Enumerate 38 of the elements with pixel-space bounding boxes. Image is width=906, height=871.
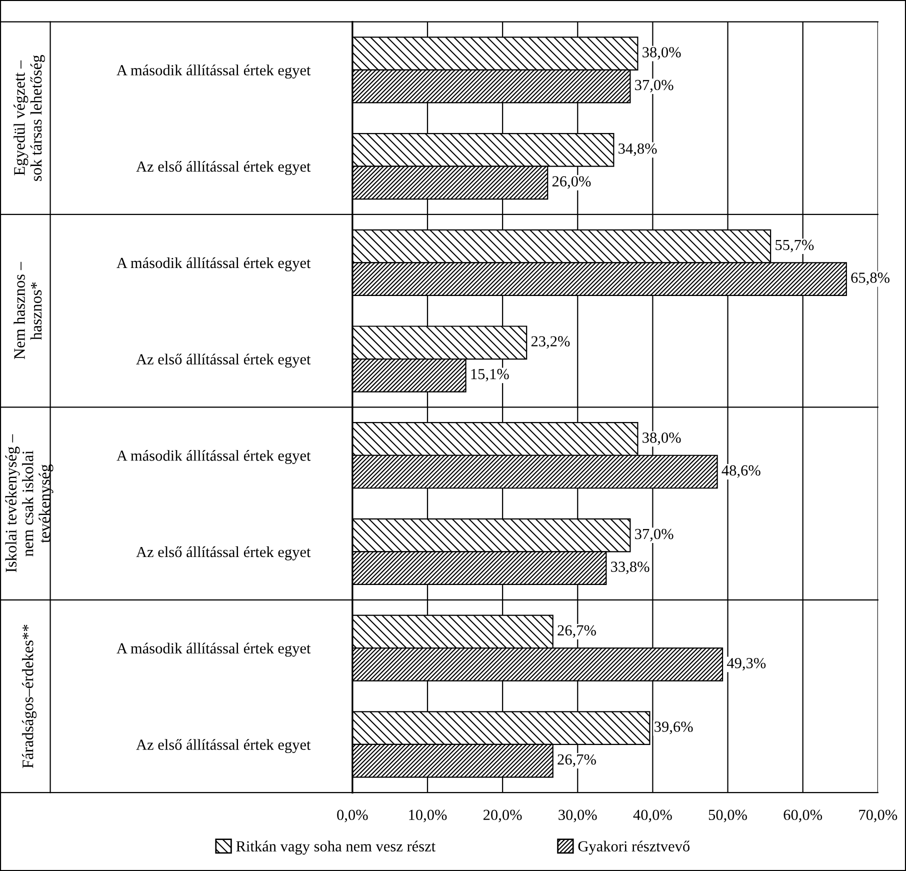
y-tick-label: Az első állítással értek egyet: [136, 739, 311, 754]
y-tick-label: A második állítással értek egyet: [116, 450, 311, 464]
data-label: 37,0%: [635, 80, 674, 92]
data-label: 23,2%: [531, 336, 570, 349]
x-tick-label: 30,0%: [558, 810, 597, 822]
data-label: 49,3%: [726, 658, 766, 670]
data-label: 38,0%: [642, 47, 681, 60]
data-label: 34,8%: [618, 143, 657, 156]
data-label: 55,7%: [776, 240, 814, 252]
y-tick-label: A második állítással értek egyet: [116, 257, 311, 272]
data-label: 26,7%: [558, 625, 596, 638]
data-label: 37,0%: [635, 528, 674, 542]
x-tick-label: 50,0%: [708, 810, 747, 822]
data-label: 39,6%: [654, 722, 693, 734]
data-label: 15,1%: [471, 368, 509, 382]
text: Fáradságos–érdekes**: [22, 624, 37, 768]
data-label: 38,0%: [642, 432, 681, 446]
x-tick-label: 70,0%: [859, 810, 898, 822]
y-tick-label: Az első állítással értek egyet: [136, 354, 311, 368]
x-tick-label: 0,0%: [337, 810, 368, 822]
text: Nem hasznos – hasznos*: [14, 262, 42, 360]
x-tick-label: 60,0%: [784, 810, 822, 822]
data-label: 65,8%: [851, 272, 890, 286]
data-label: 33,8%: [611, 562, 650, 574]
data-label: 26,0%: [552, 176, 591, 189]
y-tick-label: A második állítással értek egyet: [116, 642, 311, 657]
y-tick-label: Az első állítással értek egyet: [136, 160, 311, 175]
text: Iskolai tevékenység – nem csak iskolai tevékenység: [5, 434, 54, 572]
legend-label: Gyakori résztvevő: [578, 840, 690, 855]
text: Egyedül végzett – sok társas lehetőség: [14, 55, 45, 181]
y-tick-label: A második állítással értek egyet: [116, 64, 311, 79]
x-tick-label: 10,0%: [409, 810, 447, 822]
data-label: 48,6%: [722, 465, 760, 478]
x-tick-label: 40,0%: [633, 810, 672, 822]
y-tick-label: Az első állítással értek egyet: [136, 546, 311, 560]
x-tick-label: 20,0%: [484, 810, 522, 822]
legend-label: Ritkán vagy soha nem vesz részt: [236, 840, 436, 855]
data-label: 26,7%: [558, 754, 596, 767]
